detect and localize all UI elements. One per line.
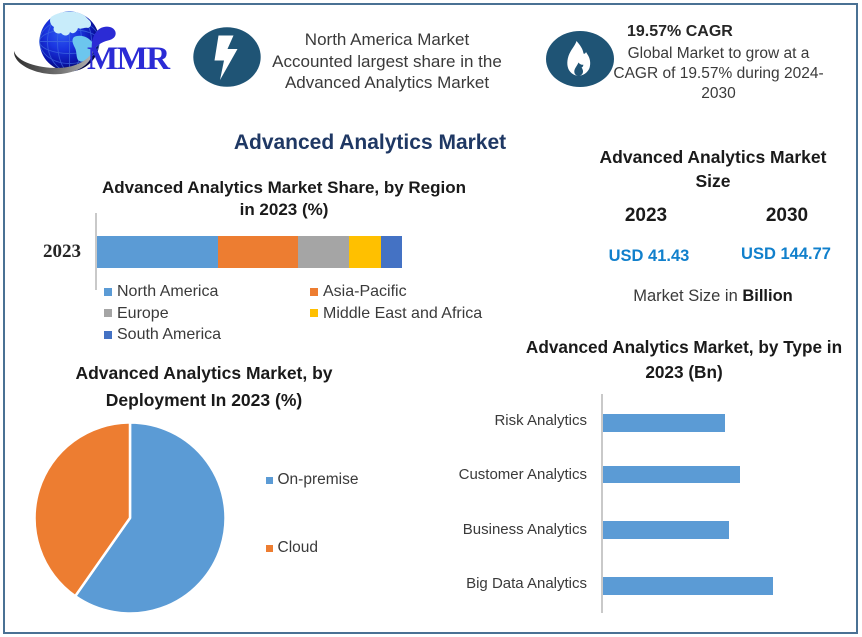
svg-text:MMR: MMR <box>87 41 171 77</box>
